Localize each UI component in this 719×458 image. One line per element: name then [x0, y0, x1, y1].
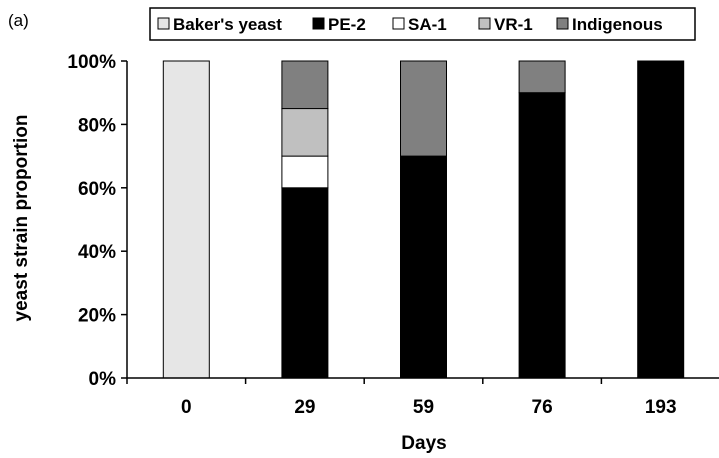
y-tick-label: 60% [78, 179, 116, 200]
legend-entry-label: PE-2 [328, 15, 366, 34]
legend-swatch [157, 17, 170, 30]
legend-box [149, 7, 696, 41]
x-tick-label: 0 [181, 397, 192, 418]
bars [162, 60, 685, 379]
x-axis: 0 29 59 76 193 [126, 377, 719, 418]
bar-segment-29-indigenous [281, 60, 329, 110]
bar-segment-59-pe-2 [400, 155, 447, 379]
panel-label: (a) [8, 11, 29, 30]
bar-segment-76-pe-2 [518, 92, 566, 379]
legend-entry-label: VR-1 [494, 15, 533, 34]
legend-swatch [556, 17, 569, 30]
bar-segment-193-pe-2 [637, 60, 685, 379]
bar-segment-76-indigenous [518, 60, 566, 94]
y-tick-label: 80% [78, 115, 116, 136]
bar-segment-29-sa-1 [281, 155, 329, 189]
y-tick-label: 20% [78, 306, 116, 327]
bar-segment-29-vr-1 [281, 108, 329, 157]
legend-swatch [392, 17, 405, 30]
x-axis-title: Days [401, 433, 446, 454]
y-axis: 0% 20% 40% 60% 80% 100% [67, 52, 128, 390]
y-tick-label: 100% [67, 52, 116, 73]
legend-entry-label: Baker's yeast [173, 15, 282, 34]
legend-swatch [478, 17, 491, 30]
legend: Baker's yeast PE-2 SA-1 VR-1 Indigenous [149, 7, 696, 41]
legend-entry-label: Indigenous [572, 15, 663, 34]
x-tick-label: 29 [294, 397, 315, 418]
y-tick-label: 40% [78, 242, 116, 263]
bar-segment-0-baker-s-yeast [162, 60, 210, 379]
bar-segment-29-pe-2 [281, 187, 329, 379]
x-tick-label: 193 [645, 397, 677, 418]
x-tick-label: 76 [532, 397, 553, 418]
y-tick-label: 0% [89, 369, 117, 390]
legend-swatch [312, 17, 325, 30]
bar-segment-59-indigenous [400, 60, 447, 157]
legend-entry-label: SA-1 [408, 15, 447, 34]
y-axis-title: yeast strain proportion [11, 115, 32, 322]
x-tick-label: 59 [413, 397, 434, 418]
